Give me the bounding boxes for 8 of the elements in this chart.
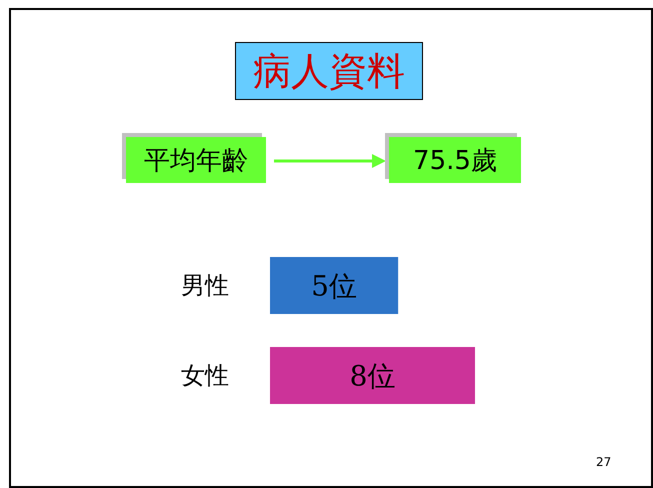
text: 75.5歲	[389, 137, 521, 183]
y-tick-label: 女性	[181, 362, 229, 390]
chart-title: 病人資料	[235, 42, 423, 100]
text: 27	[596, 455, 612, 469]
data-label: 5位	[311, 269, 357, 302]
text: 平均年齡	[126, 137, 266, 183]
data-label: 8位	[350, 359, 396, 392]
y-tick-label: 男性	[181, 272, 229, 300]
